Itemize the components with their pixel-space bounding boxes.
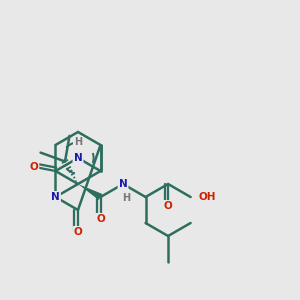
Text: O: O: [164, 201, 172, 211]
Text: O: O: [29, 162, 38, 172]
Text: O: O: [96, 214, 105, 224]
Text: N: N: [119, 179, 128, 189]
Text: N: N: [51, 192, 60, 202]
Text: N: N: [74, 153, 82, 163]
Polygon shape: [78, 184, 102, 200]
Text: H: H: [74, 137, 82, 147]
Text: H: H: [122, 193, 130, 203]
Text: OH: OH: [199, 192, 216, 202]
Text: O: O: [74, 227, 82, 237]
